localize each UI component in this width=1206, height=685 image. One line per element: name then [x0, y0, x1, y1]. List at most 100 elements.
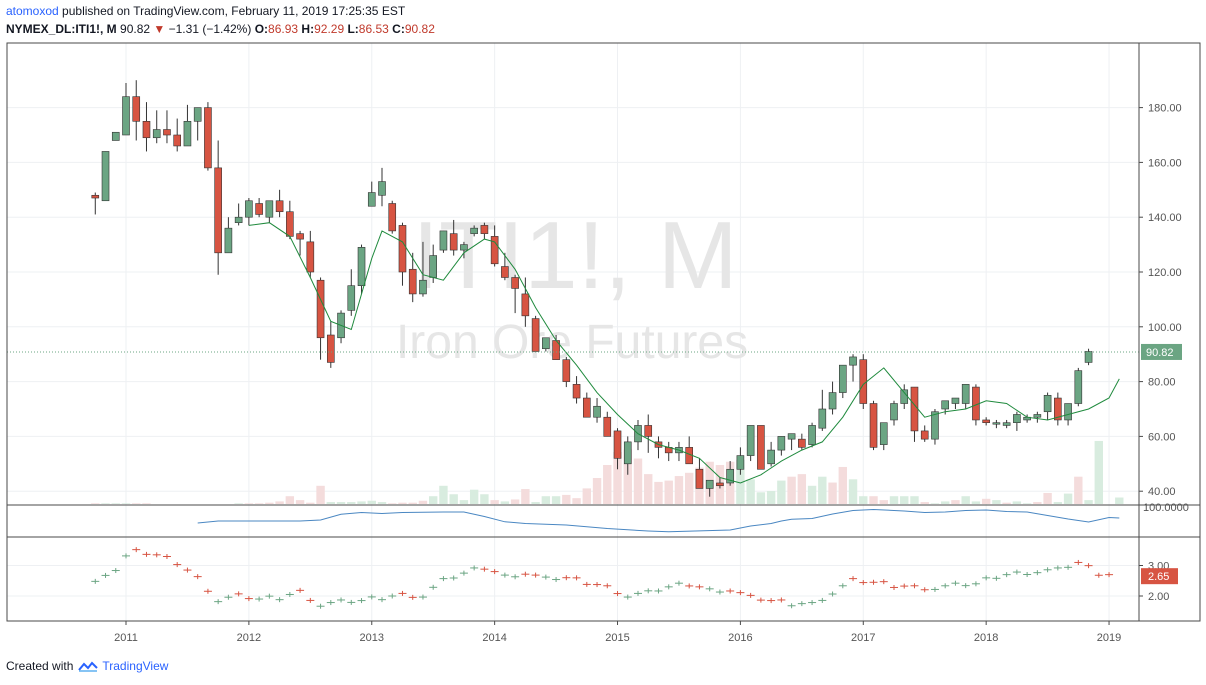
tradingview-link[interactable]: TradingView: [102, 659, 169, 673]
candle-body: [490, 236, 499, 265]
candle: [593, 398, 601, 423]
candle-body: [378, 181, 386, 196]
candle-body: [582, 397, 591, 418]
volume-bars: [91, 440, 1124, 504]
candle-body: [808, 425, 816, 445]
candle: [1002, 419, 1011, 429]
volume-bar: [592, 478, 602, 504]
volume-bar: [1063, 493, 1073, 504]
candle-body: [286, 211, 294, 237]
candle: [920, 425, 929, 442]
price-tick-label: 80.00: [1148, 377, 1176, 389]
candle: [357, 244, 366, 294]
candle-body: [1033, 414, 1042, 418]
candle: [234, 203, 243, 226]
volume-bar: [828, 482, 837, 504]
volume-bar: [377, 502, 387, 504]
volume-bar: [275, 501, 284, 504]
created-with-text: Created with: [6, 659, 74, 673]
candle-body: [961, 384, 970, 404]
ratio-line: [91, 547, 1114, 609]
volume-bar: [1094, 440, 1103, 504]
price-tick-label: 40.00: [1148, 486, 1176, 498]
symbol-legend: NYMEX_DL:ITI1!, M 90.82 ▼ −1.31 (−1.42%)…: [6, 22, 435, 36]
volume-bar: [306, 502, 315, 504]
candle: [388, 200, 397, 234]
candle-body: [501, 266, 509, 278]
candle: [173, 118, 181, 152]
candle-body: [941, 400, 950, 410]
symbol-name: NYMEX_DL:ITI1!, M: [6, 22, 117, 36]
candle: [531, 315, 540, 352]
volume-bar: [1115, 497, 1124, 504]
candle-body: [480, 225, 489, 234]
volume-bar: [664, 480, 673, 504]
candle-body: [357, 247, 366, 286]
volume-bar: [920, 502, 929, 504]
time-tick-label: 2011: [114, 632, 138, 644]
volume-bar: [429, 496, 438, 504]
candle-body: [367, 192, 376, 207]
volume-bar: [971, 501, 981, 504]
candle: [613, 428, 622, 470]
volume-bar: [859, 496, 868, 504]
candle-body: [818, 408, 827, 429]
pane-frames: [6, 42, 1201, 622]
candle-body: [245, 200, 253, 218]
price-candles: [91, 80, 1093, 497]
candle-body: [920, 430, 929, 440]
candle: [245, 198, 253, 226]
candle-body: [695, 468, 704, 489]
author-link[interactable]: atomoxod: [6, 4, 59, 18]
volume-bar: [685, 472, 694, 504]
candle: [306, 230, 315, 278]
volume-bar: [623, 449, 632, 504]
volume-bar: [900, 496, 909, 504]
candle-body: [521, 293, 530, 317]
volume-bar: [756, 492, 766, 504]
candle: [900, 384, 909, 409]
candle: [572, 376, 581, 404]
candle: [480, 222, 489, 240]
candle-body: [828, 392, 837, 410]
volume-bar: [326, 502, 335, 504]
close-value: 90.82: [404, 22, 435, 36]
ratio-last-tag-label: 2.65: [1148, 571, 1169, 583]
volume-bar: [777, 480, 786, 504]
candle-body: [101, 151, 110, 202]
volume-bar: [889, 496, 899, 504]
candle: [879, 422, 888, 451]
time-tick-label: 2015: [605, 632, 629, 644]
volume-bar: [869, 496, 878, 504]
publish-info: atomoxod published on TradingView.com, F…: [6, 4, 405, 18]
volume-bar: [848, 479, 858, 504]
candle-body: [849, 356, 857, 366]
volume-bar: [121, 503, 131, 504]
candle: [582, 392, 591, 418]
candle-body: [777, 436, 786, 451]
chart-border: [6, 42, 1201, 622]
volume-bar: [398, 502, 407, 504]
candle: [828, 381, 837, 415]
time-tick-label: 2012: [237, 632, 261, 644]
candle: [757, 425, 765, 470]
candle-body: [890, 403, 898, 421]
candle-body: [951, 397, 960, 404]
candle: [818, 389, 827, 431]
volume-bar: [910, 496, 919, 504]
open-value: 86.93: [268, 22, 299, 36]
volume-bar: [633, 458, 643, 504]
volume-bar: [439, 485, 448, 504]
candle-body: [91, 194, 100, 199]
candle-body: [838, 364, 847, 393]
ratio-tick-label: 2.00: [1148, 591, 1169, 603]
watermark-symbol: ITI1!, M: [412, 202, 737, 309]
candle-body: [787, 433, 796, 440]
candle-body: [449, 233, 458, 251]
candle: [562, 356, 571, 388]
candle: [265, 200, 274, 223]
candle-body: [163, 129, 171, 136]
candle: [419, 241, 427, 297]
candle: [695, 458, 704, 489]
